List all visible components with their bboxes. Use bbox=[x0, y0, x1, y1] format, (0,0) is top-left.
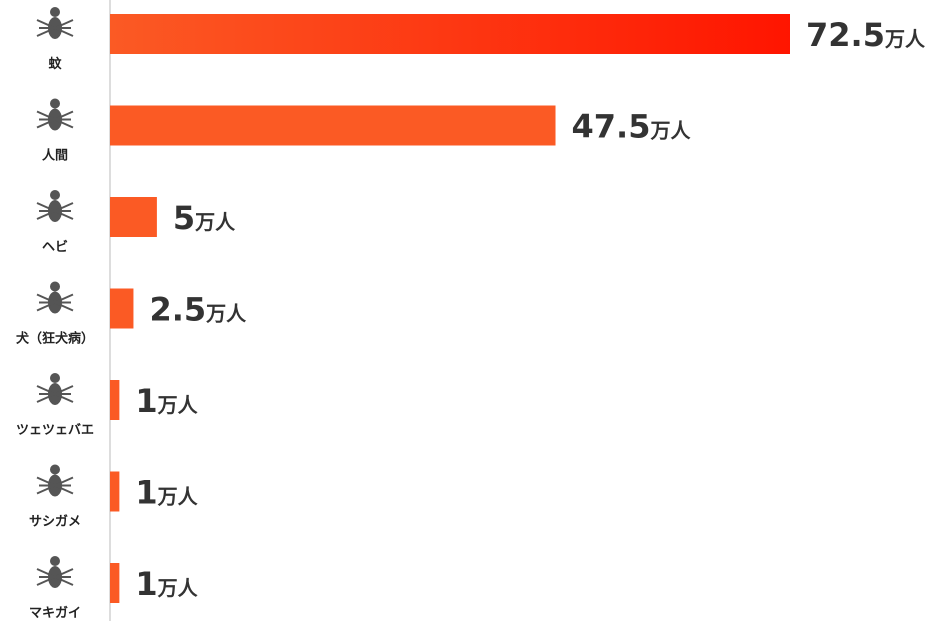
category-icon bbox=[36, 281, 74, 314]
category-icon bbox=[36, 464, 74, 497]
icon-head bbox=[50, 190, 60, 200]
icon-head bbox=[50, 98, 60, 109]
category-label: ツェツェバエ bbox=[16, 423, 94, 438]
value-label: 5万人 bbox=[173, 199, 236, 237]
category-icon bbox=[36, 556, 74, 588]
category-label: 蚊 bbox=[48, 56, 62, 72]
category-icon bbox=[36, 190, 74, 222]
bar bbox=[110, 105, 556, 146]
value-label: 47.5万人 bbox=[572, 108, 692, 146]
icon-head bbox=[50, 7, 60, 17]
icon-legs bbox=[36, 385, 74, 403]
icon-head bbox=[50, 556, 60, 566]
value-label: 1万人 bbox=[135, 474, 198, 512]
bar bbox=[110, 288, 134, 329]
value-label: 1万人 bbox=[135, 382, 198, 420]
icon-legs bbox=[36, 568, 74, 586]
category-label: 人間 bbox=[42, 148, 68, 164]
category-icon bbox=[36, 373, 74, 405]
bar bbox=[110, 380, 120, 420]
icon-head bbox=[50, 373, 60, 383]
category-label: 犬（狂犬病） bbox=[16, 331, 94, 347]
bar bbox=[110, 197, 157, 237]
icon-legs bbox=[36, 476, 74, 495]
category-icon bbox=[36, 7, 74, 39]
category-label: サシガメ bbox=[29, 515, 81, 530]
icon-legs bbox=[36, 202, 74, 220]
value-label: 2.5万人 bbox=[149, 291, 247, 329]
icon-legs bbox=[36, 293, 74, 312]
icon-head bbox=[50, 281, 60, 292]
icon-head bbox=[50, 464, 60, 475]
value-label: 72.5万人 bbox=[806, 16, 926, 54]
bar bbox=[110, 14, 790, 54]
bar bbox=[110, 471, 120, 512]
category-label: ヘビ bbox=[42, 239, 68, 255]
icon-legs bbox=[36, 110, 74, 129]
category-icon bbox=[36, 98, 74, 131]
bar bbox=[110, 563, 120, 603]
category-label: マキガイ bbox=[29, 606, 81, 621]
icon-legs bbox=[36, 19, 74, 37]
value-label: 1万人 bbox=[135, 565, 198, 603]
